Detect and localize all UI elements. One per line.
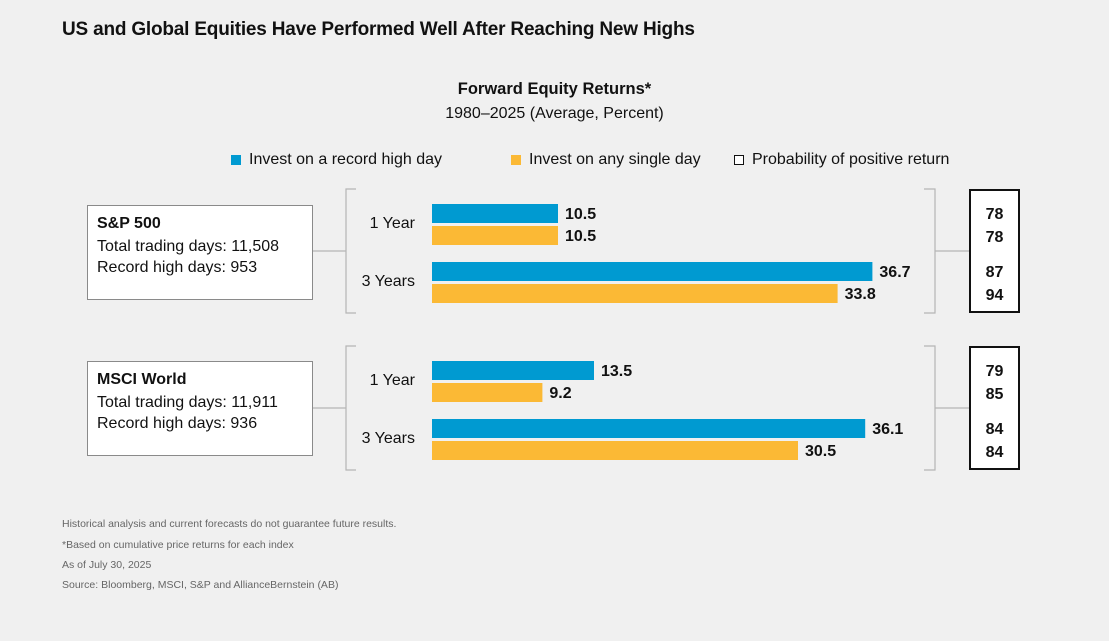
footnote-methodology: *Based on cumulative price returns for e… [62, 539, 294, 551]
period-label: 1 Year [370, 215, 416, 232]
data-label: 13.5 [601, 363, 632, 380]
probability-box-sp500: 78 78 87 94 [969, 189, 1020, 313]
index-box-sp500: S&P 500 Total trading days: 11,508 Recor… [87, 205, 313, 300]
period-label: 3 Years [362, 273, 415, 290]
footnote-source: Source: Bloomberg, MSCI, S&P and Allianc… [62, 579, 339, 591]
period-label: 1 Year [370, 372, 416, 389]
legend-item-any-day: Invest on any single day [511, 151, 701, 169]
data-label: 30.5 [805, 443, 836, 460]
probability-value: 78 [985, 206, 1004, 223]
bar-record-high [432, 419, 866, 438]
index-name: S&P 500 [97, 215, 161, 232]
probability-value: 85 [985, 386, 1004, 403]
bar-record-high [432, 204, 558, 223]
total-trading-days: Total trading days: 11,508 [97, 238, 280, 255]
legend-item-record-high: Invest on a record high day [231, 151, 442, 169]
data-label: 33.8 [845, 286, 876, 303]
chart-subtitle: 1980–2025 (Average, Percent) [445, 105, 664, 122]
data-label: 10.5 [565, 228, 596, 245]
legend-label-probability: Probability of positive return [752, 151, 950, 168]
probability-box-msci-world: 79 85 84 84 [969, 346, 1020, 470]
probability-value: 84 [985, 444, 1004, 461]
probability-value: 94 [985, 287, 1004, 304]
probability-value: 79 [985, 363, 1004, 380]
total-trading-days: Total trading days: 11,911 [97, 394, 278, 411]
right-bracket [924, 188, 936, 314]
bar-any-day [432, 284, 838, 303]
footnote-disclaimer: Historical analysis and current forecast… [62, 518, 397, 530]
period-label: 3 Years [362, 430, 415, 447]
record-high-days: Record high days: 936 [97, 415, 258, 432]
legend-label-record-high: Invest on a record high day [249, 151, 443, 168]
legend-swatch-record-high [231, 155, 241, 165]
probability-value: 78 [985, 229, 1004, 246]
left-bracket [345, 188, 356, 314]
footnote-date: As of July 30, 2025 [62, 559, 152, 571]
data-label: 36.1 [872, 421, 903, 438]
headline: US and Global Equities Have Performed We… [62, 19, 695, 40]
bar-record-high [432, 361, 594, 380]
data-label: 9.2 [549, 385, 571, 402]
probability-value: 84 [985, 421, 1004, 438]
index-box-msci-world: MSCI World Total trading days: 11,911 Re… [87, 361, 313, 456]
right-bracket [924, 345, 936, 471]
legend-swatch-any-day [511, 155, 521, 165]
index-name: MSCI World [97, 371, 187, 388]
data-label: 36.7 [879, 264, 910, 281]
legend-label-any-day: Invest on any single day [529, 151, 701, 168]
probability-value: 87 [985, 264, 1004, 281]
bar-any-day [432, 226, 558, 245]
legend-swatch-probability [734, 155, 744, 165]
data-label: 10.5 [565, 206, 596, 223]
chart-title: Forward Equity Returns* [457, 80, 652, 98]
record-high-days: Record high days: 953 [97, 259, 258, 276]
left-bracket [345, 345, 356, 471]
bar-record-high [432, 262, 873, 281]
legend-item-probability: Probability of positive return [734, 151, 949, 169]
bar-any-day [432, 383, 543, 402]
bar-any-day [432, 441, 798, 460]
